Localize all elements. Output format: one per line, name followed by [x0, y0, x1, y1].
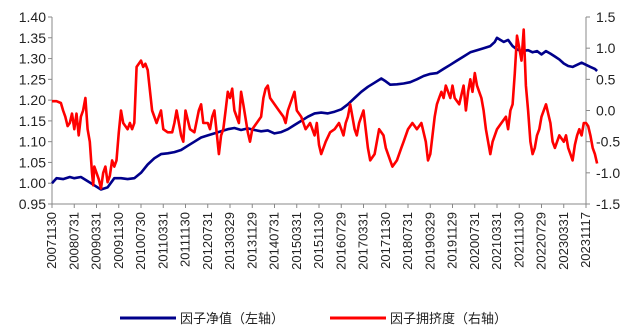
right-tick-label: 0.0 — [596, 103, 616, 119]
x-tick-label: 20080731 — [66, 212, 81, 270]
x-tick-label: 20170331 — [356, 212, 371, 270]
x-tick-label: 20171130 — [378, 212, 393, 269]
x-tick-label: 20090331 — [89, 212, 104, 270]
left-tick-label: 1.15 — [19, 113, 46, 129]
x-tick-label: 20190329 — [422, 212, 437, 270]
x-tick-label: 20100730 — [133, 212, 148, 270]
right-axis: -1.5 -1.0 -0.5 0.0 0.5 1.0 1.5 — [586, 9, 620, 212]
left-tick-label: 1.30 — [19, 51, 46, 67]
left-tick-label: 1.35 — [19, 30, 46, 46]
left-tick-label: 1.10 — [19, 134, 46, 150]
left-tick-label: 1.00 — [19, 175, 46, 191]
x-tick-label: 20071130 — [44, 212, 59, 269]
right-tick-label: -1.5 — [596, 196, 620, 212]
x-tick-label: 20120731 — [200, 212, 215, 270]
left-tick-label: 0.95 — [19, 196, 46, 212]
x-tick-label: 20111130 — [178, 212, 193, 267]
x-tick-label: 20151130 — [311, 212, 326, 269]
x-tick-label: 20230331 — [556, 212, 571, 270]
x-tick-label: 20200731 — [467, 212, 482, 270]
right-tick-label: -0.5 — [596, 134, 620, 150]
x-tick-label: 20130329 — [222, 212, 237, 270]
right-tick-label: -1.0 — [596, 165, 620, 181]
legend-label-net-value: 因子净值（左轴） — [180, 311, 284, 327]
x-tick-label: 20110331 — [155, 212, 170, 269]
x-tick-label: 20131129 — [244, 212, 259, 269]
x-tick-label: 20180731 — [400, 212, 415, 270]
left-tick-label: 1.25 — [19, 71, 46, 87]
x-tick-label: 20220729 — [534, 212, 549, 270]
series-line-crowding — [52, 28, 599, 190]
x-tick-label: 20191129 — [445, 212, 460, 269]
left-tick-label: 1.05 — [19, 154, 46, 170]
x-axis: 20071130 20080731 20090331 20091130 20100730… — [44, 204, 593, 270]
right-tick-label: 1.5 — [596, 9, 616, 25]
x-tick-label: 20091130 — [111, 212, 126, 269]
right-tick-label: 1.0 — [596, 40, 616, 56]
x-tick-label: 20140731 — [267, 212, 282, 270]
legend-label-crowding: 因子拥挤度（右轴） — [390, 311, 507, 327]
left-tick-label: 1.20 — [19, 92, 46, 108]
legend: 因子净值（左轴） 因子拥挤度（右轴） — [120, 311, 507, 327]
x-tick-label: 20210331 — [489, 212, 504, 270]
x-tick-label: 20160729 — [333, 212, 348, 270]
x-tick-label: 20231117 — [578, 212, 593, 268]
x-tick-label: 20211130 — [511, 212, 526, 268]
series-layer — [51, 28, 599, 191]
plot-area — [51, 17, 587, 205]
left-tick-label: 1.40 — [19, 9, 46, 25]
left-axis: 0.95 1.00 1.05 1.10 1.15 1.20 1.25 1.30 1.35 1.40 — [19, 9, 52, 212]
series-line-net-value — [51, 36, 598, 191]
x-tick-label: 20150331 — [289, 212, 304, 270]
right-tick-label: 0.5 — [596, 71, 616, 87]
